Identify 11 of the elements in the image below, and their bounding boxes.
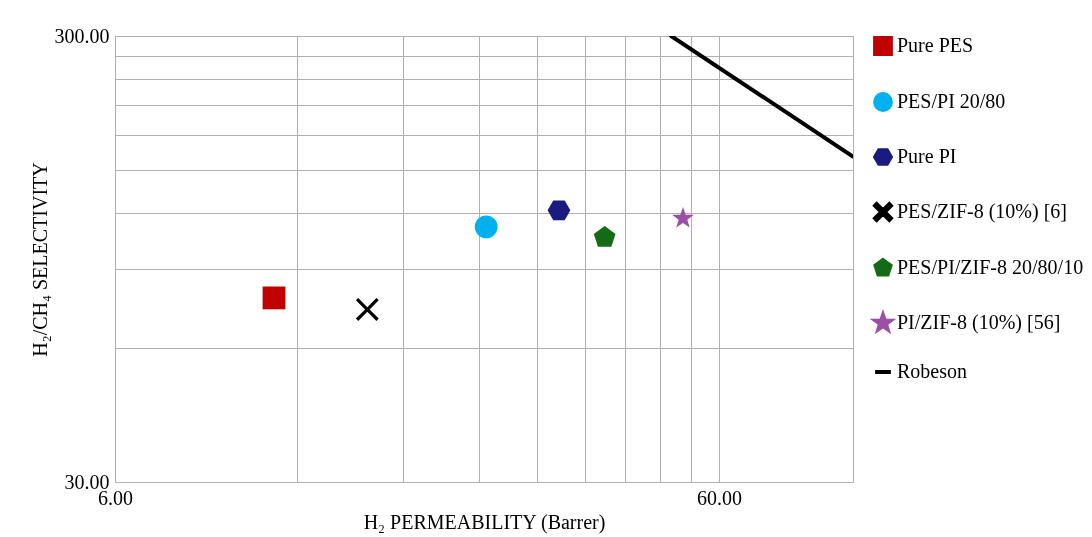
x-tick-label: 60.00	[697, 486, 742, 509]
legend-label: Pure PI	[897, 145, 957, 167]
legend-label: PES/ZIF-8 (10%) [6]	[897, 200, 1067, 223]
y-tick-label: 300.00	[54, 24, 110, 47]
y-axis-title: H₂/CH₄ SELECTIVITY	[28, 162, 51, 357]
legend-label: PI/ZIF-8 (10%) [56]	[897, 311, 1061, 334]
legend-label: PES/PI/ZIF-8 20/80/10	[897, 256, 1084, 278]
legend-label: Robeson	[897, 360, 967, 382]
x-axis-title: H₂ PERMEABILITY (Barrer)	[363, 510, 606, 534]
legend-label: PES/PI 20/80	[897, 90, 1006, 112]
legend-label: Pure PES	[897, 34, 974, 56]
